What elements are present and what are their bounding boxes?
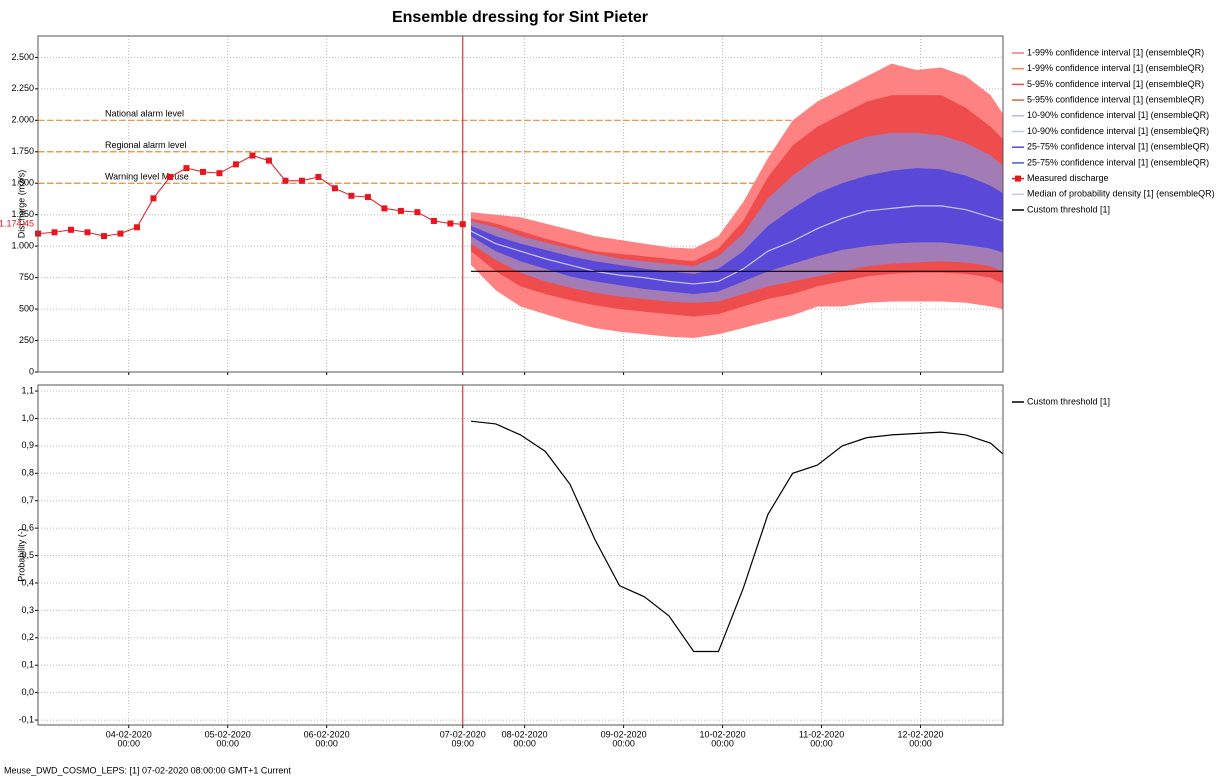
legend-label: 1-99% confidence interval [1] (ensembleQ… [1027, 47, 1204, 57]
chart-title: Ensemble dressing for Sint Pieter [392, 9, 648, 26]
y-tick-label: 1.250 [11, 209, 34, 219]
y-tick-label: 0,7 [21, 495, 34, 505]
measured-point [67, 226, 74, 233]
y-tick-label: 500 [19, 303, 34, 313]
measured-point [364, 194, 371, 201]
y-tick-label: 0,9 [21, 440, 34, 450]
y-tick-label: 1,1 [21, 385, 34, 395]
plot-frame [37, 35, 1004, 373]
measured-point [397, 207, 404, 214]
measured-point [183, 165, 190, 172]
y-tick-label: 0,2 [21, 632, 34, 642]
measured-point [100, 233, 107, 240]
x-tick-label: 00:00 [810, 738, 833, 748]
y-tick-label: 0,3 [21, 605, 34, 615]
measured-point [232, 161, 239, 168]
x-tick-label: 11-02-2020 [799, 729, 844, 739]
y-axis-label: Probability (-) [16, 528, 26, 582]
legend-label: 5-95% confidence interval [1] (ensembleQ… [1027, 79, 1204, 89]
plot-frame [37, 384, 1004, 726]
y-tick-label: 0,0 [21, 687, 34, 697]
measured-point [447, 220, 454, 227]
measured-point [331, 185, 338, 192]
series-line [470, 205, 1004, 285]
legend-label: Median of probability density [1] (ensem… [1027, 189, 1215, 199]
measured-point [117, 230, 124, 237]
y-tick-label: 750 [19, 272, 34, 282]
measured-point [381, 205, 388, 212]
legend-label: 5-95% confidence interval [1] (ensembleQ… [1027, 94, 1204, 104]
y-tick-label: 0,5 [21, 550, 34, 560]
reference-label: National alarm level [105, 109, 184, 119]
x-tick-label: 00:00 [117, 738, 140, 748]
legend-label: 1-99% confidence interval [1] (ensembleQ… [1027, 63, 1204, 73]
y-tick-label: 0,6 [21, 523, 34, 533]
y-tick-label: 2.500 [11, 52, 34, 62]
confidence-band [471, 168, 1003, 294]
measured-point [249, 152, 256, 159]
series-line [470, 420, 1004, 653]
measured-point [166, 173, 173, 180]
measured-point [315, 173, 322, 180]
legend-label: Custom threshold [1] [1027, 396, 1110, 406]
x-tick-label: 07-02-2020 [440, 729, 486, 739]
y-tick-label: 1.750 [11, 146, 34, 156]
footer: Meuse_DWD_COSMO_LEPS: [1] 07-02-2020 08:… [4, 765, 291, 775]
measured-point [150, 195, 157, 202]
y-axis-label: Discharge (m3/s) [16, 170, 26, 239]
legend-label: 10-90% confidence interval [1] (ensemble… [1027, 110, 1209, 120]
reference-label: Regional alarm level [105, 140, 187, 150]
measured-point [133, 224, 140, 231]
x-tick-label: 00:00 [315, 738, 338, 748]
x-tick-label: 00:00 [612, 738, 635, 748]
measured-point [430, 217, 437, 224]
y-tick-label: 2.000 [11, 115, 34, 125]
y-tick-label: 1,0 [21, 413, 34, 423]
y-tick-label: 1.500 [11, 178, 34, 188]
x-tick-label: 06-02-2020 [304, 729, 350, 739]
x-tick-label: 09:00 [451, 738, 474, 748]
x-tick-label: 04-02-2020 [106, 729, 152, 739]
legend-label: Custom threshold [1] [1027, 204, 1110, 214]
x-tick-label: 09-02-2020 [601, 729, 647, 739]
measured-point [298, 177, 305, 184]
y-tick-label: 1.000 [11, 241, 34, 251]
measured-point [414, 209, 421, 216]
measured-point [199, 168, 206, 175]
y-tick-label: 0 [29, 366, 34, 376]
measured-point [84, 229, 91, 236]
measured-point [51, 229, 58, 236]
measured-point [216, 170, 223, 177]
measured-point [348, 192, 355, 199]
y-tick-label: -0,1 [18, 714, 34, 724]
measured-point [282, 177, 289, 184]
x-tick-label: 08-02-2020 [502, 729, 548, 739]
y-tick-label: 0,4 [21, 577, 34, 587]
y-tick-label: 250 [19, 335, 34, 345]
x-tick-label: 00:00 [711, 738, 734, 748]
reference-label: Warning level Meuse [105, 172, 189, 182]
y-tick-label: 0,1 [21, 660, 34, 670]
x-tick-label: 00:00 [909, 738, 932, 748]
x-tick-label: 12-02-2020 [897, 729, 943, 739]
value-annotation: 1.174,45 [0, 219, 34, 229]
measured-point [265, 157, 272, 164]
legend-swatch [1015, 175, 1021, 182]
legend-label: 10-90% confidence interval [1] (ensemble… [1027, 126, 1209, 136]
x-tick-label: 05-02-2020 [205, 729, 251, 739]
legend-label: 25-75% confidence interval [1] (ensemble… [1027, 142, 1209, 152]
legend-label: 25-75% confidence interval [1] (ensemble… [1027, 157, 1209, 167]
x-tick-label: 00:00 [216, 738, 239, 748]
x-tick-label: 10-02-2020 [700, 729, 746, 739]
y-tick-label: 0,8 [21, 468, 34, 478]
legend-label: Measured discharge [1027, 173, 1109, 183]
x-tick-label: 00:00 [513, 738, 536, 748]
y-tick-label: 2.250 [11, 83, 34, 93]
